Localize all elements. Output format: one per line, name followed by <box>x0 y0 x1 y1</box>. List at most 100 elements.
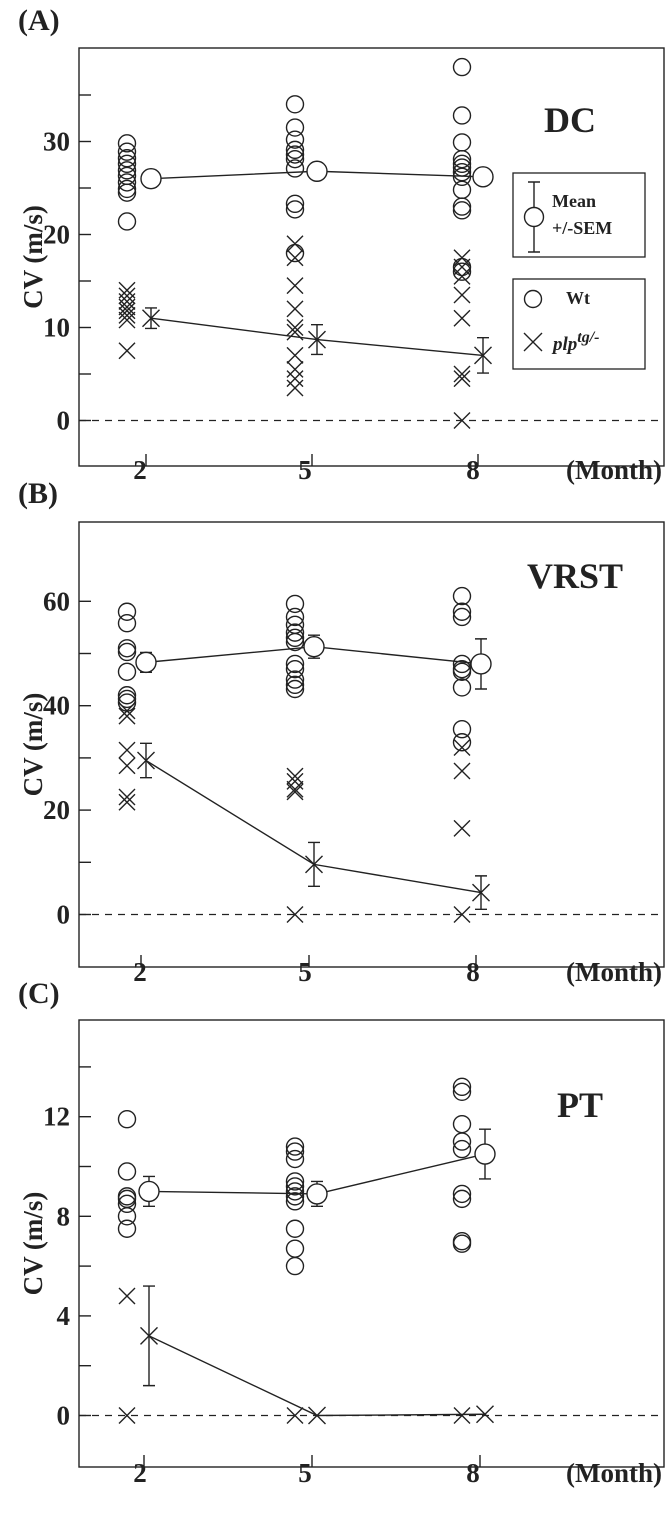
plp-mean-marker <box>472 883 490 902</box>
plp-point <box>286 379 304 397</box>
wt-point <box>285 200 305 219</box>
wt-point <box>452 133 472 152</box>
plp-point <box>453 286 471 304</box>
plp-point <box>118 298 136 316</box>
legend-wt-circle-icon <box>523 289 543 309</box>
wt-point <box>452 197 472 216</box>
x-tick-label: 2 <box>133 1458 147 1488</box>
x-axis-unit-label: (Month) <box>566 957 662 987</box>
wt-point <box>117 161 137 180</box>
wt-point <box>285 1172 305 1191</box>
wt-point <box>285 1177 305 1196</box>
plp-point <box>118 788 136 806</box>
wt-point <box>117 689 137 709</box>
plp-mean-marker <box>308 1406 326 1425</box>
wt-point <box>285 1219 305 1238</box>
wt-point <box>285 1239 305 1258</box>
plp-point <box>286 319 304 336</box>
y-axis-label: CV (m/s) <box>18 1192 48 1296</box>
panel-a: 0 10 20 30 2 5 8 (Month) (A) DC CV (m/s) <box>18 4 665 485</box>
wt-point <box>285 145 305 164</box>
panel-label: (A) <box>18 4 60 37</box>
panel-b: 0 20 40 60 2 5 8 (Month) (B) VRST CV (m/s) <box>18 477 665 987</box>
x-tick-label: 2 <box>133 455 147 485</box>
wt-point <box>285 159 305 178</box>
plp-point <box>453 1407 471 1424</box>
wt-mean-marker <box>472 166 494 188</box>
plp-point <box>453 249 471 267</box>
plp-point <box>453 267 471 285</box>
legend-plp-base: plp <box>551 334 577 355</box>
wt-point <box>117 134 137 153</box>
wt-point <box>285 1137 305 1156</box>
wt-point <box>452 733 472 752</box>
wt-point <box>117 1162 137 1181</box>
plp-point <box>453 309 471 327</box>
wt-point <box>285 1256 305 1276</box>
wt-mean-marker <box>135 651 157 674</box>
wt-mean-marker <box>140 167 162 190</box>
y-axis-label: CV (m/s) <box>18 205 48 309</box>
legend-plp-superscript: tg/- <box>577 329 599 346</box>
plp-point <box>118 757 136 775</box>
legend-sem-label: +/-SEM <box>552 218 612 238</box>
y-axis-label: CV (m/s) <box>18 693 48 797</box>
wt-point <box>285 594 305 614</box>
plp-mean-marker <box>474 346 492 365</box>
plot-frame <box>78 1019 665 1468</box>
wt-point <box>117 639 137 658</box>
plp-point <box>286 906 304 923</box>
plp-point <box>286 277 304 295</box>
wt-point <box>285 95 305 114</box>
plp-point <box>118 741 136 759</box>
wt-mean-marker <box>138 1180 160 1203</box>
y-tick-label: 0 <box>57 406 71 436</box>
wt-point <box>452 57 472 77</box>
wt-mean-marker <box>306 1183 328 1205</box>
plot-frame <box>78 47 665 467</box>
wt-point <box>117 1207 137 1226</box>
plp-mean-marker <box>476 1405 494 1424</box>
wt-point <box>452 662 472 681</box>
wt-point <box>285 1182 305 1201</box>
legend-plp-label: plptg/- <box>551 329 600 355</box>
y-tick-label: 0 <box>57 1401 71 1431</box>
wt-point <box>452 586 472 606</box>
plp-point <box>118 292 136 310</box>
wt-point <box>452 1132 472 1151</box>
y-tick-label: 12 <box>43 1102 70 1132</box>
wt-point <box>117 1219 137 1238</box>
panel-c: 0 4 8 12 2 5 8 (Month) (C) PT CV (m/s) <box>18 977 665 1488</box>
wt-point <box>285 679 305 699</box>
wt-mean-marker <box>474 1143 496 1165</box>
y-tick-label: 20 <box>43 220 70 250</box>
wt-point <box>285 654 305 674</box>
wt-point <box>452 1139 472 1159</box>
plp-point <box>286 249 304 267</box>
y-tick-label: 40 <box>43 691 70 721</box>
wt-point <box>452 607 472 627</box>
panel-label: (C) <box>18 977 60 1010</box>
plp-mean-marker <box>137 751 155 770</box>
plp-point <box>118 702 136 720</box>
x-tick-label: 8 <box>466 1458 480 1488</box>
wt-point <box>285 149 305 169</box>
wt-point <box>452 1234 472 1253</box>
wt-point <box>452 1184 472 1204</box>
y-tick-label: 4 <box>57 1301 71 1331</box>
wt-point <box>452 1114 472 1134</box>
wt-point <box>117 142 137 161</box>
plp-point <box>118 793 136 811</box>
wt-point <box>452 678 472 697</box>
wt-point <box>117 183 137 202</box>
plp-mean-marker <box>142 309 160 328</box>
x-tick-label: 8 <box>466 957 480 987</box>
wt-point <box>452 1077 472 1097</box>
y-tick-label: 8 <box>57 1201 71 1231</box>
plp-point <box>453 906 471 923</box>
plp-point <box>453 365 471 383</box>
plot-frame <box>78 521 665 968</box>
wt-point <box>117 179 137 199</box>
plp-point <box>118 306 136 324</box>
